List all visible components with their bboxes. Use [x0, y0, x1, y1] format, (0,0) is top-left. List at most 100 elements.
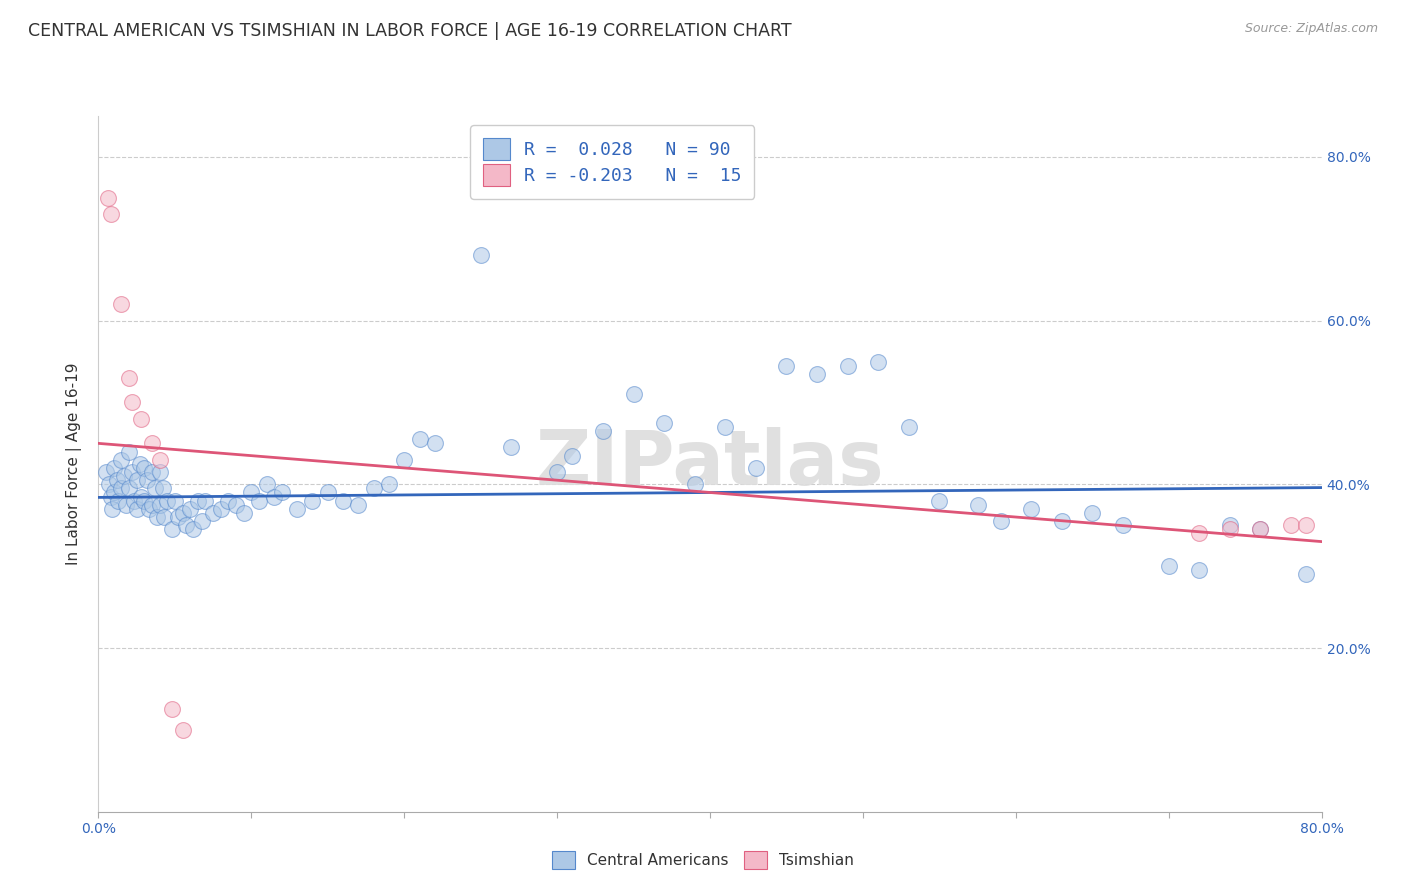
Point	[392, 452, 416, 467]
Point	[115, 498, 138, 512]
Point	[141, 498, 163, 512]
Point	[110, 297, 132, 311]
Point	[129, 412, 152, 426]
Point	[1188, 526, 1211, 541]
Point	[103, 461, 125, 475]
Point	[194, 493, 217, 508]
Point	[592, 424, 614, 438]
Point	[149, 452, 172, 467]
Point	[125, 473, 148, 487]
Point	[1219, 518, 1241, 533]
Point	[129, 490, 152, 504]
Point	[98, 477, 121, 491]
Point	[191, 514, 214, 528]
Point	[806, 367, 828, 381]
Point	[179, 501, 201, 516]
Point	[174, 518, 197, 533]
Point	[247, 493, 270, 508]
Point	[332, 493, 354, 508]
Point	[966, 498, 988, 512]
Point	[156, 493, 179, 508]
Point	[110, 452, 132, 467]
Point	[172, 506, 194, 520]
Point	[118, 371, 141, 385]
Point	[652, 416, 675, 430]
Point	[202, 506, 225, 520]
Point	[112, 469, 135, 483]
Text: ZIPatlas: ZIPatlas	[536, 427, 884, 500]
Point	[110, 482, 132, 496]
Point	[378, 477, 401, 491]
Point	[285, 501, 308, 516]
Point	[153, 510, 176, 524]
Point	[100, 207, 122, 221]
Point	[316, 485, 339, 500]
Point	[240, 485, 263, 500]
Point	[100, 490, 122, 504]
Point	[181, 522, 204, 536]
Point	[149, 465, 172, 479]
Point	[546, 465, 568, 479]
Point	[256, 477, 278, 491]
Point	[232, 506, 254, 520]
Point	[1157, 559, 1180, 574]
Point	[94, 465, 117, 479]
Point	[363, 482, 385, 496]
Point	[141, 465, 163, 479]
Point	[134, 493, 156, 508]
Point	[187, 493, 209, 508]
Point	[136, 473, 159, 487]
Point	[1219, 522, 1241, 536]
Point	[107, 493, 129, 508]
Point	[1249, 522, 1271, 536]
Point	[125, 501, 148, 516]
Point	[775, 359, 797, 373]
Point	[561, 449, 583, 463]
Point	[101, 501, 124, 516]
Point	[167, 510, 190, 524]
Point	[138, 501, 160, 516]
Point	[145, 510, 167, 524]
Point	[301, 493, 323, 508]
Text: Source: ZipAtlas.com: Source: ZipAtlas.com	[1244, 22, 1378, 36]
Point	[423, 436, 446, 450]
Point	[103, 485, 125, 500]
Point	[122, 493, 145, 508]
Point	[623, 387, 645, 401]
Y-axis label: In Labor Force | Age 16-19: In Labor Force | Age 16-19	[66, 362, 83, 566]
Point	[347, 498, 370, 512]
Point	[217, 493, 239, 508]
Point	[128, 457, 150, 471]
Point	[134, 461, 156, 475]
Point	[141, 436, 163, 450]
Point	[172, 723, 194, 737]
Legend: R =  0.028   N = 90, R = -0.203   N =  15: R = 0.028 N = 90, R = -0.203 N = 15	[470, 125, 755, 199]
Point	[470, 248, 492, 262]
Point	[160, 702, 183, 716]
Point	[105, 473, 128, 487]
Point	[263, 490, 285, 504]
Point	[897, 420, 920, 434]
Point	[160, 522, 183, 536]
Point	[745, 461, 768, 475]
Point	[1295, 518, 1317, 533]
Point	[149, 498, 172, 512]
Point	[1279, 518, 1302, 533]
Point	[1081, 506, 1104, 520]
Point	[408, 432, 430, 446]
Legend: Central Americans, Tsimshian: Central Americans, Tsimshian	[546, 845, 860, 875]
Point	[163, 493, 186, 508]
Point	[143, 482, 166, 496]
Point	[118, 482, 141, 496]
Point	[225, 498, 247, 512]
Point	[121, 465, 143, 479]
Point	[1112, 518, 1135, 533]
Point	[990, 514, 1012, 528]
Point	[152, 482, 174, 496]
Point	[837, 359, 859, 373]
Point	[683, 477, 706, 491]
Point	[868, 354, 890, 368]
Point	[270, 485, 292, 500]
Point	[714, 420, 737, 434]
Point	[1050, 514, 1073, 528]
